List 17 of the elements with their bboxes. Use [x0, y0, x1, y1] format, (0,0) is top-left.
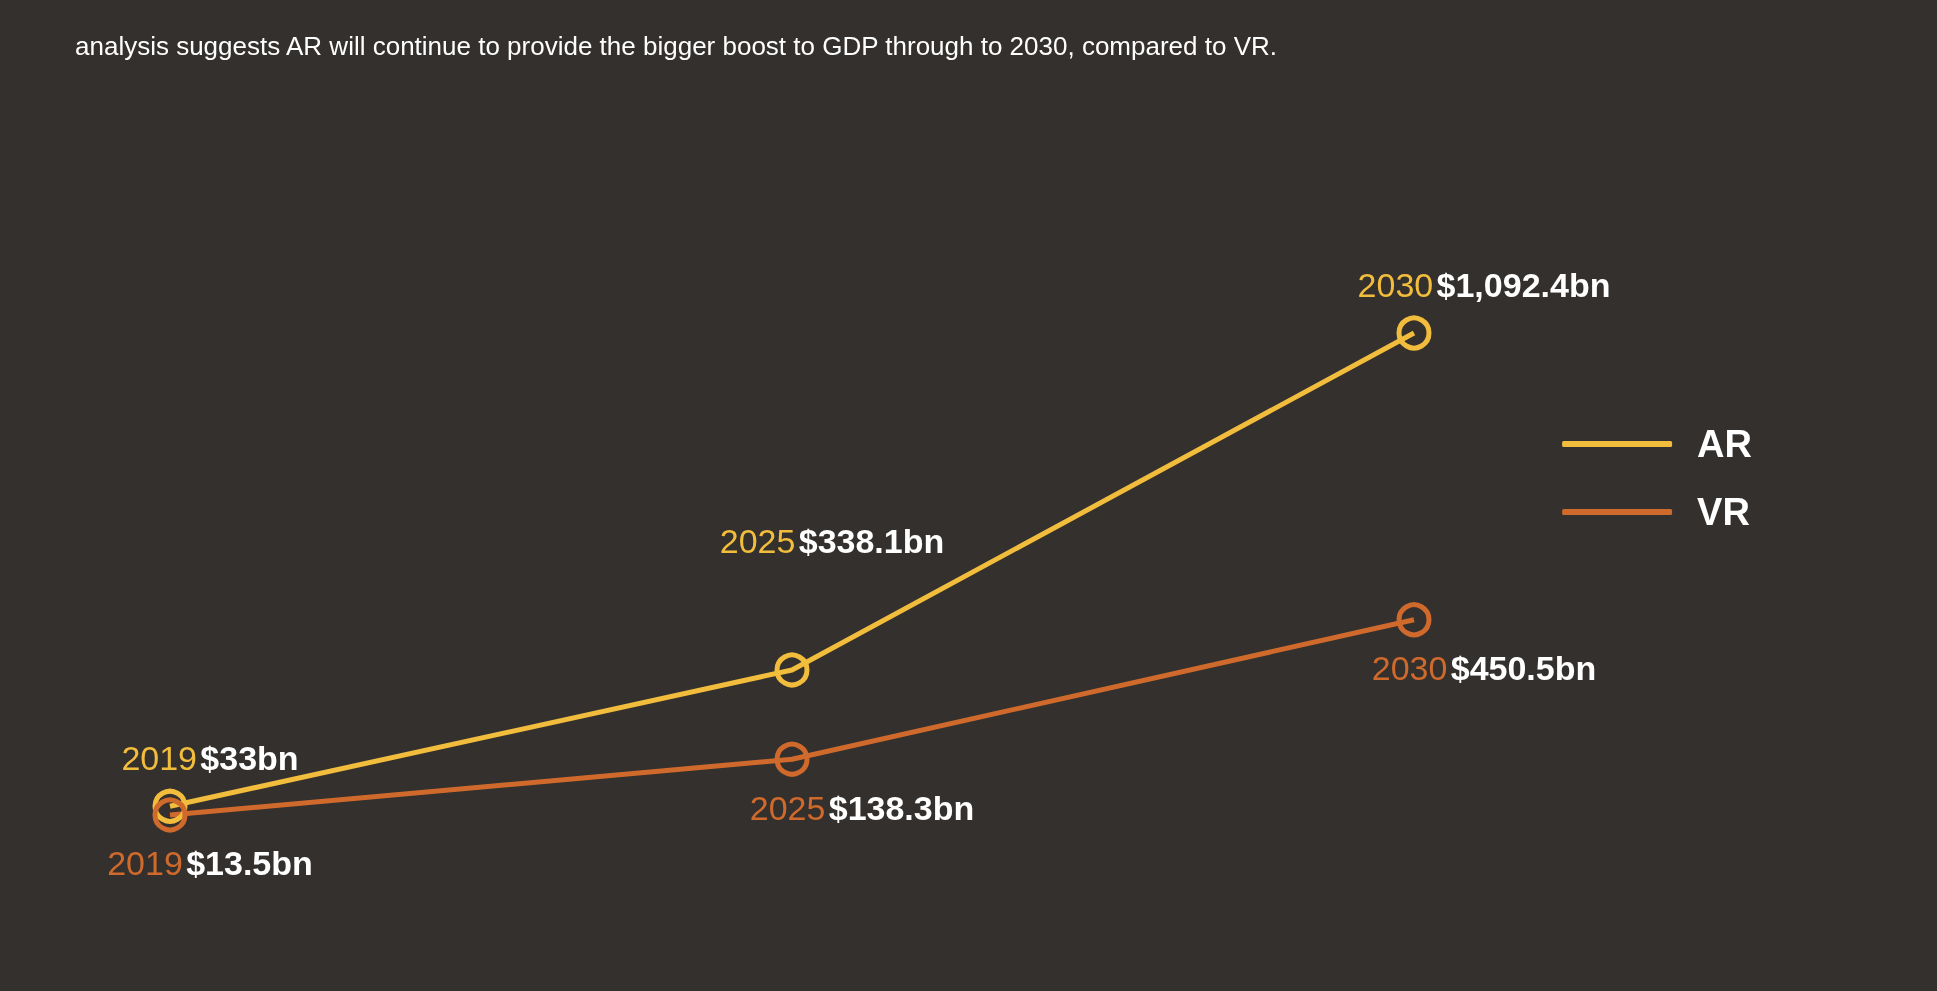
point [1396, 602, 1432, 638]
data-label: $13.5bn [186, 844, 313, 883]
data-label: $33bn [200, 738, 299, 777]
point [1396, 315, 1432, 351]
data-label: $338.1bn [798, 522, 945, 561]
data-label: $1,092.4bn [1436, 265, 1611, 304]
category-label: 2025 [749, 788, 826, 827]
legend-label: AR [1697, 423, 1753, 465]
point [152, 797, 188, 833]
chart-title: analysis suggests AR will continue to provide the bigger boost to GDP through to 2030, compared to VR. [75, 31, 1277, 61]
point [774, 741, 810, 777]
data-label: $138.3bn [828, 788, 975, 827]
point [774, 652, 810, 688]
data-label: $450.5bn [1450, 649, 1597, 688]
category-label: 2030 [1371, 649, 1448, 688]
category-label: 2019 [107, 844, 183, 883]
legend-label: VR [1697, 491, 1750, 533]
